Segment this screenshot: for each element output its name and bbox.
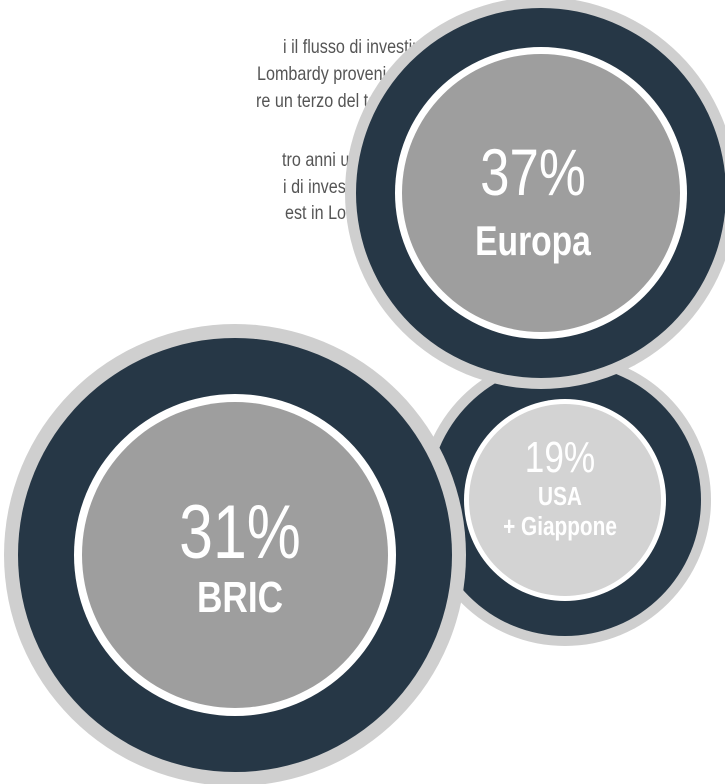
bubble-core xyxy=(402,54,680,332)
bubble-core xyxy=(82,402,388,708)
bubble-value: 37% xyxy=(480,135,586,209)
bubble-label: BRIC xyxy=(197,573,283,622)
bubble-usa: 19% USA + Giappone xyxy=(419,354,711,646)
bubble-label: USA xyxy=(538,482,582,511)
bubble-value: 19% xyxy=(525,433,595,482)
bubble-label: + Giappone xyxy=(503,512,617,541)
bubble-core xyxy=(469,404,661,596)
bubble-bric: 31% BRIC xyxy=(4,324,466,784)
bubble-value: 31% xyxy=(179,490,301,575)
bubble-label: Europa xyxy=(475,219,591,265)
bubble-europa: 37% Europa xyxy=(345,0,725,389)
